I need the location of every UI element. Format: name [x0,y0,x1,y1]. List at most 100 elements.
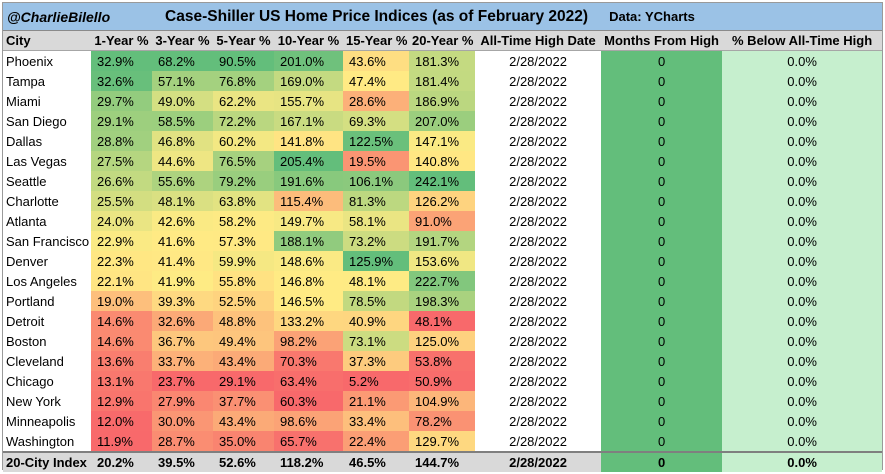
months-from-high-cell: 0 [601,271,723,291]
heat-cell: 181.3% [409,50,475,71]
months-from-high-cell: 0 [601,191,723,211]
heat-cell: 14.6% [91,311,152,331]
heat-cell: 28.8% [91,131,152,151]
ath-date-cell: 2/28/2022 [475,151,602,171]
heat-cell: 191.7% [409,231,475,251]
ath-date-cell: 2/28/2022 [475,351,602,371]
months-from-high-cell: 0 [601,391,723,411]
ath-date-cell: 2/28/2022 [475,191,602,211]
heat-cell: 13.1% [91,371,152,391]
row-city: Chicago [3,371,91,391]
heat-cell: 129.7% [409,431,475,452]
heat-cell: 30.0% [152,411,213,431]
table-row: Charlotte 25.5% 48.1% 63.8% 115.4% 81.3% 126.2… [3,191,883,211]
footer-ath-date: 2/28/2022 [475,451,602,472]
row-city: San Francisco [3,231,91,251]
heat-cell: 122.5% [343,131,409,151]
heat-cell: 41.6% [152,231,213,251]
table-row: San Francisco 22.9% 41.6% 57.3% 188.1% 73.2% 1… [3,231,883,251]
row-city: San Diego [3,111,91,131]
months-from-high-cell: 0 [601,231,723,251]
footer-cell: 118.2% [274,451,343,472]
row-city: Seattle [3,171,91,191]
ath-date-cell: 2/28/2022 [475,431,602,452]
heat-cell: 155.7% [274,91,343,111]
column-header: % Below All-Time High [722,30,883,51]
row-city: Minneapolis [3,411,91,431]
heat-cell: 53.8% [409,351,475,371]
pct-below-high-cell: 0.0% [722,331,883,351]
ath-date-cell: 2/28/2022 [475,271,602,291]
column-header-row: City 1-Year % 3-Year % 5-Year % 10-Year … [3,30,883,51]
heat-cell: 106.1% [343,171,409,191]
pct-below-high-cell: 0.0% [722,371,883,391]
heat-cell: 28.7% [152,431,213,452]
months-from-high-cell: 0 [601,251,723,271]
column-header: 20-Year % [409,30,475,51]
heat-cell: 29.1% [213,371,274,391]
heat-cell: 32.6% [91,71,152,91]
heat-cell: 43.4% [213,411,274,431]
heat-cell: 32.9% [91,50,152,71]
heat-cell: 78.5% [343,291,409,311]
table-row: San Diego 29.1% 58.5% 72.2% 167.1% 69.3% 207.0… [3,111,883,131]
heat-cell: 148.6% [274,251,343,271]
heat-cell: 46.8% [152,131,213,151]
table-row: Seattle 26.6% 55.6% 79.2% 191.6% 106.1% 242.1%… [3,171,883,191]
heat-cell: 49.4% [213,331,274,351]
footer-cell: 144.7% [409,451,475,472]
heat-cell: 58.1% [343,211,409,231]
column-header: All-Time High Date [475,30,602,51]
months-from-high-cell: 0 [601,331,723,351]
pct-below-high-cell: 0.0% [722,311,883,331]
heat-cell: 79.2% [213,171,274,191]
heat-cell: 44.6% [152,151,213,171]
heat-cell: 55.8% [213,271,274,291]
table-row: Denver 22.3% 41.4% 59.9% 148.6% 125.9% 153.6% 2… [3,251,883,271]
index-total-row: 20-City Index 20.2% 39.5% 52.6% 118.2% 4… [3,451,883,472]
row-city: Charlotte [3,191,91,211]
column-header: 5-Year % [213,30,274,51]
pct-below-high-cell: 0.0% [722,351,883,371]
column-header: Months From High [601,30,723,51]
heat-cell: 63.8% [213,191,274,211]
ath-date-cell: 2/28/2022 [475,311,602,331]
heat-cell: 25.5% [91,191,152,211]
heat-cell: 73.2% [343,231,409,251]
heat-cell: 48.1% [152,191,213,211]
row-city: Cleveland [3,351,91,371]
table-row: Portland 19.0% 39.3% 52.5% 146.5% 78.5% 198.3%… [3,291,883,311]
row-city: Washington [3,431,91,452]
months-from-high-cell: 0 [601,151,723,171]
heat-cell: 33.7% [152,351,213,371]
heat-cell: 73.1% [343,331,409,351]
footer-cell: 39.5% [152,451,213,472]
heat-cell: 55.6% [152,171,213,191]
heat-cell: 43.4% [213,351,274,371]
heat-cell: 48.1% [409,311,475,331]
table-row: Boston 14.6% 36.7% 49.4% 98.2% 73.1% 125.0% 2/2… [3,331,883,351]
heat-cell: 5.2% [343,371,409,391]
heat-cell: 91.0% [409,211,475,231]
months-from-high-cell: 0 [601,71,723,91]
heat-cell: 90.5% [213,50,274,71]
title-bar: @CharlieBilello Case-Shiller US Home Pri… [3,3,883,31]
pct-below-high-cell: 0.0% [722,391,883,411]
heat-cell: 27.5% [91,151,152,171]
heat-cell: 35.0% [213,431,274,452]
ath-date-cell: 2/28/2022 [475,71,602,91]
row-city: Miami [3,91,91,111]
heat-cell: 181.4% [409,71,475,91]
row-city: Boston [3,331,91,351]
footer-cell: 46.5% [343,451,409,472]
column-header: 3-Year % [152,30,213,51]
table-row: Cleveland 13.6% 33.7% 43.4% 70.3% 37.3% 53.8% 2… [3,351,883,371]
months-from-high-cell: 0 [601,171,723,191]
months-from-high-cell: 0 [601,291,723,311]
heat-cell: 11.9% [91,431,152,452]
heat-cell: 13.6% [91,351,152,371]
heat-cell: 21.1% [343,391,409,411]
ath-date-cell: 2/28/2022 [475,211,602,231]
heat-cell: 115.4% [274,191,343,211]
